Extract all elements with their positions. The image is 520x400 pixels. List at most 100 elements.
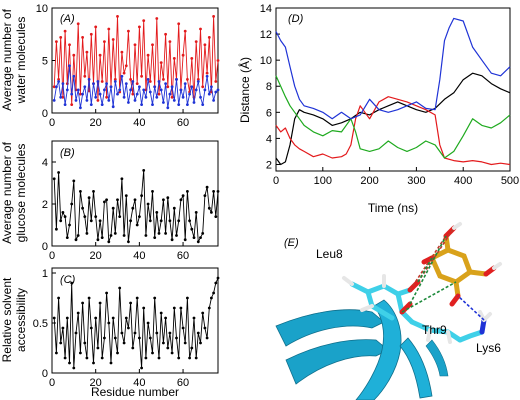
data-point bbox=[216, 190, 220, 193]
data-point bbox=[216, 88, 220, 92]
data-point bbox=[133, 331, 137, 335]
data-point bbox=[74, 99, 78, 102]
data-point bbox=[94, 215, 98, 219]
data-point bbox=[155, 331, 159, 335]
data-point bbox=[138, 85, 141, 89]
data-point bbox=[129, 88, 133, 92]
data-point bbox=[196, 240, 200, 244]
data-point bbox=[105, 95, 108, 99]
data-point bbox=[83, 341, 87, 345]
data-point bbox=[92, 190, 95, 193]
data-point bbox=[89, 326, 93, 330]
x-tick-label: 40 bbox=[133, 377, 145, 389]
data-point bbox=[172, 99, 176, 102]
x-tick-label: 400 bbox=[454, 175, 472, 187]
data-point bbox=[98, 301, 102, 305]
y-tick-label: 6 bbox=[266, 107, 272, 119]
data-point bbox=[159, 88, 163, 92]
data-point bbox=[57, 80, 60, 83]
data-point bbox=[144, 234, 148, 237]
data-point bbox=[72, 74, 76, 78]
data-point bbox=[65, 316, 69, 320]
data-point bbox=[146, 321, 150, 325]
data-point bbox=[205, 71, 209, 75]
data-point bbox=[59, 341, 63, 345]
data-point bbox=[188, 92, 192, 96]
data-point bbox=[166, 85, 170, 89]
data-point bbox=[135, 223, 139, 227]
data-point bbox=[107, 27, 111, 31]
data-point bbox=[151, 351, 154, 355]
data-point bbox=[65, 236, 69, 240]
data-point bbox=[70, 202, 74, 206]
data-point bbox=[81, 206, 84, 210]
data-point bbox=[179, 306, 183, 310]
y-tick-label: 0 bbox=[42, 108, 48, 120]
y-tick-label: 0.5 bbox=[33, 318, 48, 330]
data-point bbox=[138, 336, 141, 340]
data-point bbox=[63, 356, 67, 360]
data-point bbox=[76, 311, 80, 315]
data-point bbox=[138, 25, 141, 29]
data-point bbox=[148, 80, 152, 83]
data-point bbox=[153, 296, 157, 300]
data-point bbox=[207, 206, 211, 210]
data-point bbox=[216, 59, 220, 62]
data-point bbox=[65, 88, 69, 92]
data-point bbox=[105, 198, 108, 202]
data-point bbox=[210, 296, 213, 300]
data-point bbox=[124, 82, 128, 85]
data-point bbox=[172, 206, 176, 210]
data-point bbox=[85, 50, 89, 54]
data-point bbox=[116, 15, 119, 18]
y-tick-label: 2 bbox=[42, 199, 48, 211]
data-point bbox=[63, 29, 67, 33]
data-point bbox=[203, 43, 207, 47]
data-point bbox=[175, 336, 178, 340]
data-point bbox=[162, 78, 165, 81]
data-point bbox=[135, 82, 139, 85]
panel-a-yticks: 0 5 10 bbox=[36, 3, 56, 120]
data-point bbox=[196, 331, 200, 335]
data-point bbox=[109, 361, 113, 365]
data-point bbox=[177, 219, 181, 223]
data-point bbox=[133, 198, 137, 202]
data-point bbox=[98, 53, 102, 57]
data-point bbox=[122, 95, 126, 99]
data-point bbox=[199, 27, 202, 31]
data-point bbox=[151, 190, 154, 193]
data-point bbox=[159, 311, 163, 315]
data-point bbox=[79, 106, 82, 110]
data-point bbox=[210, 211, 213, 214]
data-point bbox=[100, 356, 104, 360]
data-point bbox=[118, 88, 122, 92]
panel-d-yticks: 2 4 6 8 10 12 14 bbox=[260, 3, 280, 171]
data-point bbox=[120, 177, 124, 181]
data-point bbox=[196, 78, 200, 81]
data-point bbox=[118, 286, 122, 290]
data-point bbox=[135, 92, 139, 96]
data-point bbox=[59, 95, 63, 99]
data-point bbox=[205, 336, 209, 340]
label-thr9: Thr9 bbox=[422, 323, 447, 337]
data-point bbox=[166, 346, 170, 350]
data-point bbox=[203, 326, 207, 330]
panel-a: (A) 0 20 40 60 0 5 10 Average number of water… bbox=[0, 3, 220, 129]
data-point bbox=[159, 219, 163, 223]
data-point bbox=[113, 232, 117, 235]
data-point bbox=[168, 40, 172, 43]
x-tick-label: 60 bbox=[177, 117, 189, 129]
data-point bbox=[212, 190, 216, 193]
data-point bbox=[126, 326, 130, 330]
data-point bbox=[85, 356, 89, 360]
y-tick-label: 0 bbox=[42, 368, 48, 380]
data-point bbox=[181, 194, 185, 198]
y-tick-label: 12 bbox=[260, 29, 272, 41]
data-point bbox=[76, 88, 80, 92]
panel-b-frame bbox=[51, 140, 219, 247]
data-point bbox=[83, 215, 87, 219]
data-point bbox=[170, 85, 174, 89]
data-point bbox=[212, 15, 216, 18]
panel-c-xticks: 0 20 40 60 bbox=[49, 369, 189, 389]
x-tick-label: 40 bbox=[133, 250, 145, 262]
